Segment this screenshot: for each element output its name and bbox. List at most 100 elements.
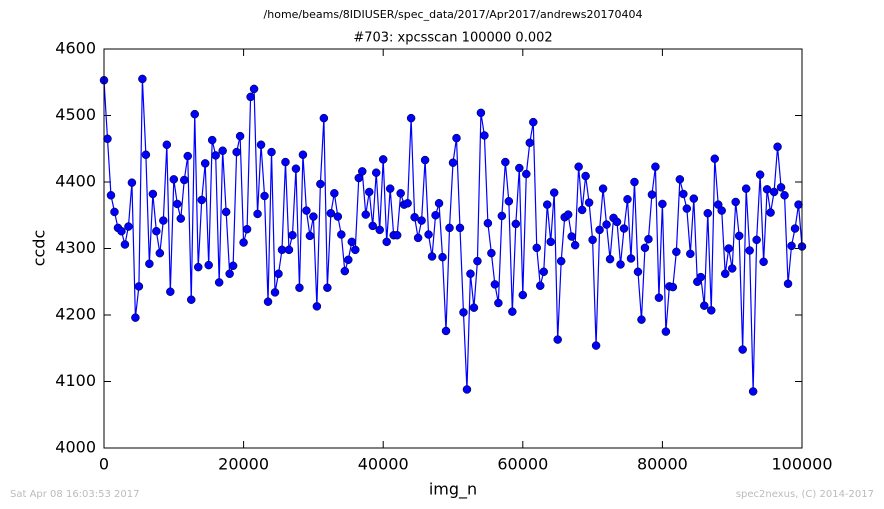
data-point <box>522 169 531 179</box>
data-point <box>159 216 168 225</box>
data-point <box>619 224 629 233</box>
data-point <box>204 260 213 270</box>
data-point <box>120 240 130 249</box>
data-point <box>333 212 343 221</box>
data-point <box>783 279 793 288</box>
data-point <box>710 154 719 163</box>
data-point <box>190 109 199 119</box>
data-point <box>623 195 632 204</box>
data-point <box>605 254 615 264</box>
data-point <box>371 168 381 177</box>
data-point <box>347 237 357 247</box>
data-point <box>239 238 248 247</box>
data-point <box>295 283 304 292</box>
y-tick-label: 4300 <box>55 238 96 257</box>
data-point <box>686 249 695 259</box>
y-tick-label: 4100 <box>55 371 96 390</box>
data-point <box>106 191 116 200</box>
data-point <box>556 256 566 266</box>
data-point <box>138 74 147 84</box>
data-point <box>689 194 699 203</box>
data-point <box>249 84 259 94</box>
data-point <box>494 298 503 308</box>
data-point <box>661 327 671 336</box>
data-point <box>316 179 325 189</box>
data-point <box>707 306 716 315</box>
data-point <box>473 256 482 266</box>
data-point <box>679 189 688 199</box>
data-point <box>546 237 555 247</box>
data-point <box>790 224 800 233</box>
x-tick-label: 60000 <box>497 455 548 474</box>
data-point <box>124 222 133 231</box>
data-point <box>459 308 468 317</box>
data-point <box>431 211 440 220</box>
data-point <box>284 245 294 255</box>
data-point <box>633 267 643 277</box>
data-point <box>731 197 740 207</box>
data-point <box>682 204 692 213</box>
data-point <box>637 315 646 324</box>
data-point <box>193 262 203 272</box>
data-point <box>598 184 608 193</box>
data-point <box>197 195 206 205</box>
data-point <box>246 92 255 102</box>
data-point <box>640 243 650 253</box>
data-point <box>766 208 775 217</box>
data-point <box>734 231 744 241</box>
plot-frame <box>103 48 803 449</box>
data-point <box>581 171 590 181</box>
data-point <box>466 269 475 279</box>
x-tick-label: 80000 <box>637 455 688 474</box>
data-point <box>452 133 461 143</box>
chart-title: /home/beams/8IDIUSER/spec_data/2017/Apr2… <box>264 8 643 21</box>
x-tick-label: 40000 <box>358 455 409 474</box>
data-point <box>668 282 678 292</box>
data-point <box>644 234 653 244</box>
data-point <box>780 191 789 200</box>
data-point <box>176 214 186 223</box>
data-point <box>263 297 273 306</box>
data-point <box>417 216 426 225</box>
data-point <box>141 150 151 159</box>
data-point <box>319 113 329 123</box>
data-point <box>214 278 224 287</box>
data-point <box>326 209 336 218</box>
data-point <box>759 257 768 267</box>
data-point <box>131 313 140 322</box>
data-point <box>525 138 535 148</box>
data-point <box>776 183 786 192</box>
data-point <box>344 255 353 265</box>
data-point <box>588 235 597 245</box>
data-point <box>720 269 730 279</box>
data-point <box>445 223 454 233</box>
data-point <box>501 157 510 167</box>
data-point <box>312 302 322 311</box>
x-axis-label: img_n <box>429 480 477 500</box>
data-point <box>700 301 709 310</box>
data-point <box>515 163 524 173</box>
data-point <box>406 113 416 123</box>
data-point <box>654 293 664 302</box>
data-point <box>675 175 685 184</box>
data-point <box>696 272 706 282</box>
data-point <box>200 159 210 168</box>
data-point <box>420 155 430 165</box>
data-point <box>288 230 297 240</box>
data-point <box>396 189 405 198</box>
data-point <box>497 211 507 221</box>
data-point <box>434 199 444 208</box>
y-tick-label: 4400 <box>55 172 96 191</box>
data-point <box>152 226 161 236</box>
data-point <box>424 230 433 239</box>
data-point <box>117 226 126 236</box>
data-point <box>727 264 737 273</box>
data-point <box>487 248 496 258</box>
data-point <box>302 206 311 215</box>
data-point <box>361 210 370 219</box>
data-point <box>166 287 175 296</box>
x-tick-label: 100000 <box>771 455 832 474</box>
data-point <box>267 147 276 157</box>
data-point <box>187 295 196 304</box>
